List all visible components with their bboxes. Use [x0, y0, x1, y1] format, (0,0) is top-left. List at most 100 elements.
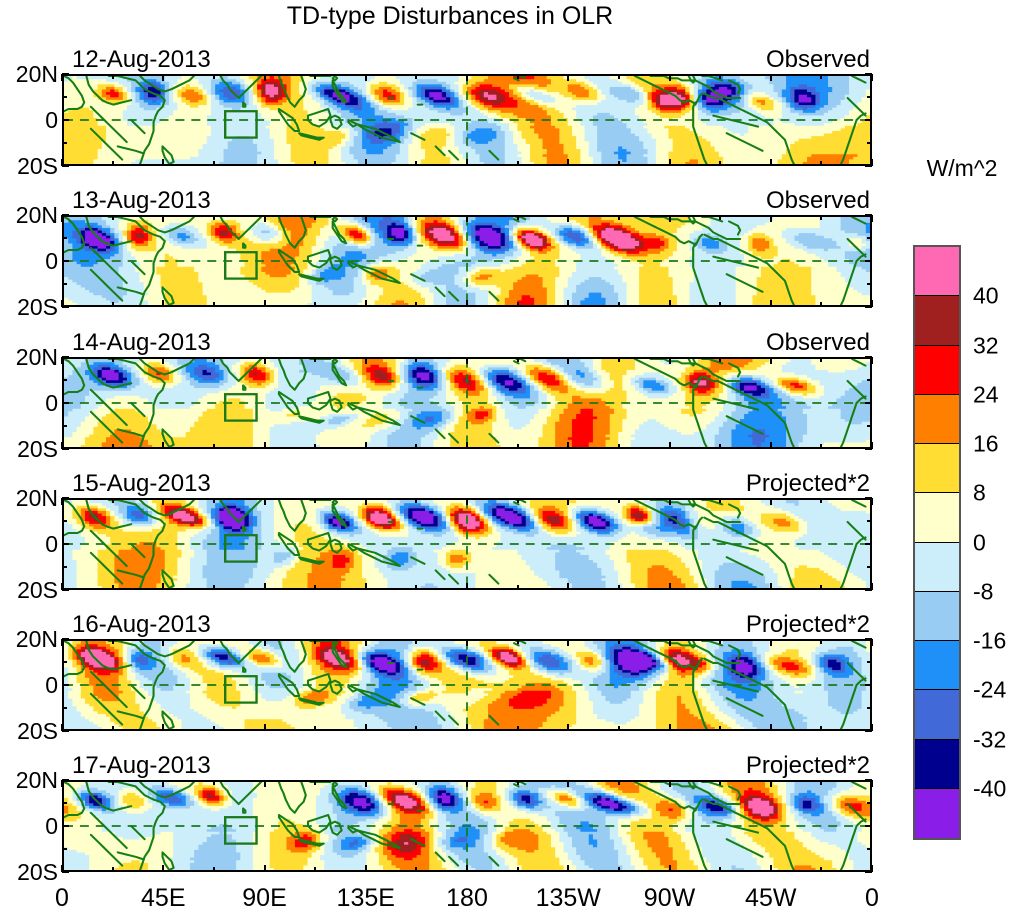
x-tick [61, 300, 63, 307]
y-axis-label: 0 [45, 533, 58, 556]
x-tick-minor [111, 780, 114, 785]
x-tick [466, 159, 468, 166]
y-tick [62, 684, 69, 686]
y-tick [865, 543, 872, 545]
x-tick [870, 74, 873, 81]
y-tick [867, 237, 872, 239]
x-tick-minor [719, 585, 722, 590]
y-axis-label: 20N [16, 346, 58, 369]
x-tick-minor [212, 302, 215, 307]
x-axis-label: 45E [141, 886, 185, 911]
x-axis-label: 90E [242, 886, 286, 911]
x-axis-label: 135W [536, 886, 601, 911]
olr-anomaly-field [64, 76, 870, 164]
y-axis-label: 20S [17, 861, 58, 884]
x-tick [364, 780, 367, 787]
x-tick-minor [719, 867, 722, 872]
y-axis-label: 0 [45, 815, 58, 838]
x-tick-minor [719, 726, 722, 731]
x-tick-minor [516, 639, 519, 644]
x-tick [567, 583, 570, 590]
x-tick-minor [820, 215, 823, 220]
y-tick [62, 871, 69, 873]
colorbar-tick-label: -32 [973, 728, 1006, 751]
x-tick [61, 357, 63, 364]
x-tick-minor [415, 302, 418, 307]
x-tick [668, 215, 671, 222]
x-tick [364, 357, 367, 364]
coastlines [64, 217, 866, 305]
x-tick-minor [415, 498, 418, 503]
x-tick [263, 780, 266, 787]
x-tick-minor [212, 867, 215, 872]
x-tick-minor [111, 74, 114, 79]
colorbar-tick-label: 40 [973, 284, 999, 308]
panel-plot-area [62, 780, 872, 872]
y-tick [865, 638, 872, 640]
panel-kind-label: Observed [766, 187, 870, 215]
y-tick [865, 448, 872, 450]
x-tick-minor [820, 780, 823, 785]
colorbar-band [915, 739, 959, 789]
olr-anomaly-field [64, 782, 870, 870]
x-tick [263, 74, 266, 81]
x-tick-minor [719, 780, 722, 785]
panel-kind-label: Observed [766, 46, 870, 74]
coastlines [64, 782, 866, 870]
x-tick [567, 300, 570, 307]
x-tick-minor [516, 357, 519, 362]
x-tick [567, 159, 570, 166]
x-tick-minor [820, 74, 823, 79]
x-tick-minor [719, 444, 722, 449]
x-tick [263, 442, 266, 449]
colorbar-band [915, 641, 959, 691]
x-tick [61, 865, 63, 872]
olr-panel-4: 15-Aug-2013 Projected*2 [61, 470, 873, 591]
x-tick [162, 780, 165, 787]
x-tick-minor [415, 74, 418, 79]
x-tick [61, 442, 63, 449]
x-tick-minor [212, 357, 215, 362]
x-tick-minor [617, 726, 620, 731]
x-tick [870, 639, 873, 646]
x-tick-minor [617, 161, 620, 166]
coastlines [64, 359, 866, 447]
panel-date-label: 12-Aug-2013 [72, 46, 211, 74]
y-axis-label: 20N [16, 204, 58, 227]
x-tick-minor [719, 74, 722, 79]
reference-annotations [64, 782, 870, 870]
panel-plot-area [62, 639, 872, 731]
olr-anomaly-field [64, 217, 870, 305]
x-tick [870, 724, 873, 731]
x-tick [567, 357, 570, 364]
x-axis-labels: 0 45E 90E 135E 180 135W 90W 45W 0 [55, 878, 879, 918]
panel-plot-area [62, 498, 872, 590]
x-tick-minor [111, 215, 114, 220]
x-tick-minor [415, 726, 418, 731]
panel-kind-label: Projected*2 [746, 470, 870, 498]
x-tick [668, 357, 671, 364]
reference-annotations [64, 359, 870, 447]
x-tick [162, 498, 165, 505]
panel-date-label: 15-Aug-2013 [72, 470, 211, 498]
y-axis-label: 20S [17, 296, 58, 319]
x-tick-minor [415, 639, 418, 644]
colorbar-tick-label: -8 [973, 580, 993, 603]
olr-panel-3: 14-Aug-2013 Observed [61, 329, 873, 450]
y-tick [62, 379, 67, 381]
x-tick [567, 865, 570, 872]
x-tick-minor [617, 867, 620, 872]
x-tick [466, 300, 468, 307]
x-tick [769, 357, 772, 364]
y-axis-labels: 20N 0 20S [0, 346, 58, 461]
x-tick [162, 357, 165, 364]
reference-annotations [64, 641, 870, 729]
x-tick [567, 74, 570, 81]
y-axis-label: 20S [17, 579, 58, 602]
x-tick [364, 300, 367, 307]
x-tick-minor [111, 585, 114, 590]
x-tick [364, 442, 367, 449]
panel-kind-label: Projected*2 [746, 611, 870, 639]
panel-kind-label: Projected*2 [746, 752, 870, 780]
y-tick [62, 425, 67, 427]
